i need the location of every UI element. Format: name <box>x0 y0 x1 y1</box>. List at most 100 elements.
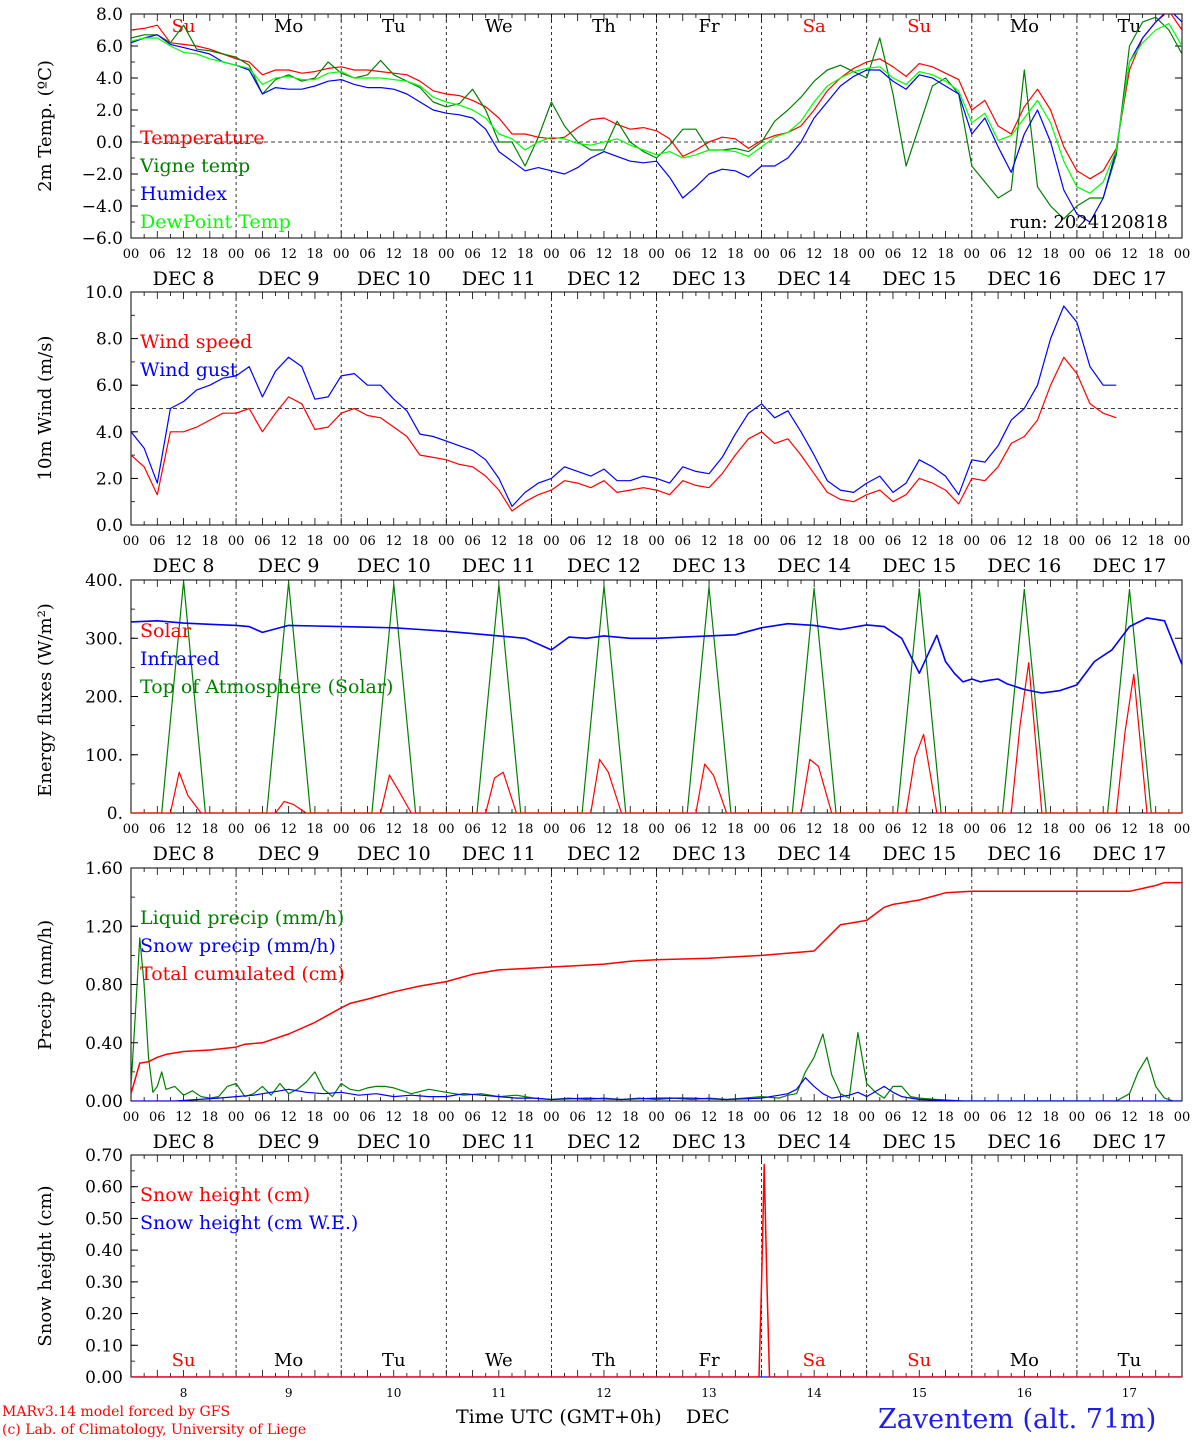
y-tick-label: 0.00 <box>85 1368 123 1388</box>
series-line <box>131 356 1117 512</box>
legend-entry: Snow precip (mm/h) <box>140 935 336 957</box>
date-label: DEC 13 <box>672 555 746 577</box>
legend-entry: Liquid precip (mm/h) <box>140 907 344 929</box>
hour-tick-label: 18 <box>1042 822 1059 837</box>
hour-tick-label: 18 <box>622 534 639 549</box>
plot-lines <box>131 305 1117 512</box>
date-label: DEC 12 <box>567 1131 641 1153</box>
hour-tick-label: 18 <box>727 247 744 262</box>
date-label: DEC 9 <box>258 1131 320 1153</box>
time-axis-label: Time UTC (GMT+0h) <box>456 1406 662 1428</box>
infrared-line <box>131 617 1182 694</box>
toa-solar-line <box>971 588 1077 813</box>
hour-tick-label: 12 <box>806 534 823 549</box>
hour-tick-label: 00 <box>123 534 140 549</box>
hour-tick-label: 12 <box>1016 1110 1033 1125</box>
y-tick-label: 0.10 <box>85 1336 123 1356</box>
date-label: DEC 15 <box>882 843 956 865</box>
date-label: DEC 10 <box>357 1131 431 1153</box>
legend-entry: Total cumulated (cm) <box>140 963 345 985</box>
hour-tick-label: 12 <box>385 822 402 837</box>
hour-tick-label: 00 <box>648 247 665 262</box>
hour-tick-label: 00 <box>648 534 665 549</box>
date-label: DEC 12 <box>567 555 641 577</box>
hour-tick-label: 06 <box>885 822 902 837</box>
hour-tick-label: 00 <box>123 247 140 262</box>
date-number: 11 <box>491 1386 506 1400</box>
hour-tick-label: 18 <box>307 534 324 549</box>
day-name: Mo <box>1010 16 1039 37</box>
hour-tick-label: 12 <box>1121 247 1138 262</box>
y-tick-label: 0.80 <box>85 976 123 996</box>
hour-tick-label: 12 <box>911 822 928 837</box>
hour-tick-label: 12 <box>596 534 613 549</box>
hour-tick-label: 00 <box>333 534 350 549</box>
hour-tick-label: 18 <box>517 1110 534 1125</box>
run-annotation: run: 2024120818 <box>1010 212 1168 233</box>
date-label: DEC 16 <box>987 268 1061 290</box>
hour-tick-label: 18 <box>937 247 954 262</box>
legend-entry: Humidex <box>140 183 227 205</box>
date-label: DEC 13 <box>672 268 746 290</box>
date-label: DEC 14 <box>777 843 851 865</box>
snow-height-line <box>131 1163 1182 1377</box>
hour-tick-label: 18 <box>412 1110 429 1125</box>
hour-tick-label: 06 <box>885 534 902 549</box>
plot-lines <box>131 881 1182 1101</box>
hour-tick-label: 18 <box>202 1110 219 1125</box>
hour-tick-label: 06 <box>569 247 586 262</box>
hour-tick-label: 00 <box>333 1110 350 1125</box>
solar-line <box>446 771 552 813</box>
hour-tick-label: 00 <box>1174 534 1191 549</box>
legend-entry: DewPoint Temp <box>140 211 291 233</box>
date-label: DEC 8 <box>153 268 215 290</box>
toa-solar-line <box>656 586 762 813</box>
day-name: Su <box>907 16 931 37</box>
y-tick-label: 2.0 <box>96 469 123 489</box>
hour-tick-label: 06 <box>359 1110 376 1125</box>
y-tick-label: 4.0 <box>96 423 123 443</box>
y-tick-label: −6.0 <box>82 229 123 249</box>
legend-entry: Vigne temp <box>139 155 250 177</box>
hour-tick-label: 12 <box>806 1110 823 1125</box>
hour-tick-label: 06 <box>1095 822 1112 837</box>
y-tick-label: −4.0 <box>82 197 123 217</box>
solar-line <box>341 774 447 813</box>
date-label: DEC 14 <box>777 1131 851 1153</box>
hour-tick-label: 18 <box>517 822 534 837</box>
hour-tick-label: 12 <box>175 822 192 837</box>
hour-tick-label: 06 <box>780 1110 797 1125</box>
hour-tick-label: 00 <box>1069 534 1086 549</box>
hour-tick-label: 18 <box>1147 822 1164 837</box>
y-axis-label: Precip (mm/h) <box>35 920 56 1050</box>
date-label: DEC 14 <box>777 555 851 577</box>
day-name: Tu <box>382 16 406 37</box>
hour-tick-label: 06 <box>780 534 797 549</box>
date-label: DEC 9 <box>258 555 320 577</box>
hour-tick-label: 12 <box>1016 534 1033 549</box>
hour-tick-label: 00 <box>753 247 770 262</box>
solar-line <box>971 662 1077 813</box>
hour-tick-label: 00 <box>228 247 245 262</box>
day-name: Tu <box>1118 16 1142 37</box>
cumulated-line <box>131 881 1182 1094</box>
hour-tick-label: 06 <box>885 247 902 262</box>
hour-tick-label: 06 <box>990 1110 1007 1125</box>
toa-solar-line <box>131 580 237 813</box>
hour-tick-label: 12 <box>175 1110 192 1125</box>
hour-tick-label: 12 <box>806 247 823 262</box>
hour-tick-label: 06 <box>464 822 481 837</box>
hour-tick-label: 12 <box>280 822 297 837</box>
hour-tick-label: 06 <box>359 247 376 262</box>
hour-tick-label: 06 <box>885 1110 902 1125</box>
hour-tick-label: 12 <box>1121 1110 1138 1125</box>
month-label: DEC <box>686 1406 730 1428</box>
hour-tick-label: 18 <box>832 534 849 549</box>
date-label: DEC 8 <box>153 555 215 577</box>
date-label: DEC 12 <box>567 843 641 865</box>
legend-entry: Wind speed <box>140 331 252 353</box>
hour-tick-label: 12 <box>385 1110 402 1125</box>
hour-tick-label: 06 <box>569 534 586 549</box>
hour-tick-label: 06 <box>254 534 271 549</box>
